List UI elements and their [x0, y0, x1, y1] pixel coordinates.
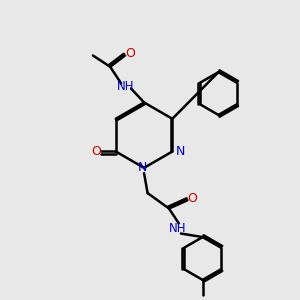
- Text: NH: NH: [169, 222, 186, 235]
- Text: N: N: [138, 161, 147, 174]
- Text: O: O: [125, 47, 135, 60]
- Text: O: O: [187, 192, 197, 205]
- Text: O: O: [92, 145, 101, 158]
- Text: N: N: [176, 145, 185, 158]
- Text: NH: NH: [117, 80, 134, 94]
